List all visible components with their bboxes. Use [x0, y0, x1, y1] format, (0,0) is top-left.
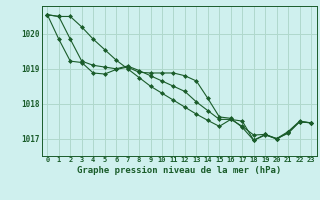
X-axis label: Graphe pression niveau de la mer (hPa): Graphe pression niveau de la mer (hPa) — [77, 166, 281, 175]
